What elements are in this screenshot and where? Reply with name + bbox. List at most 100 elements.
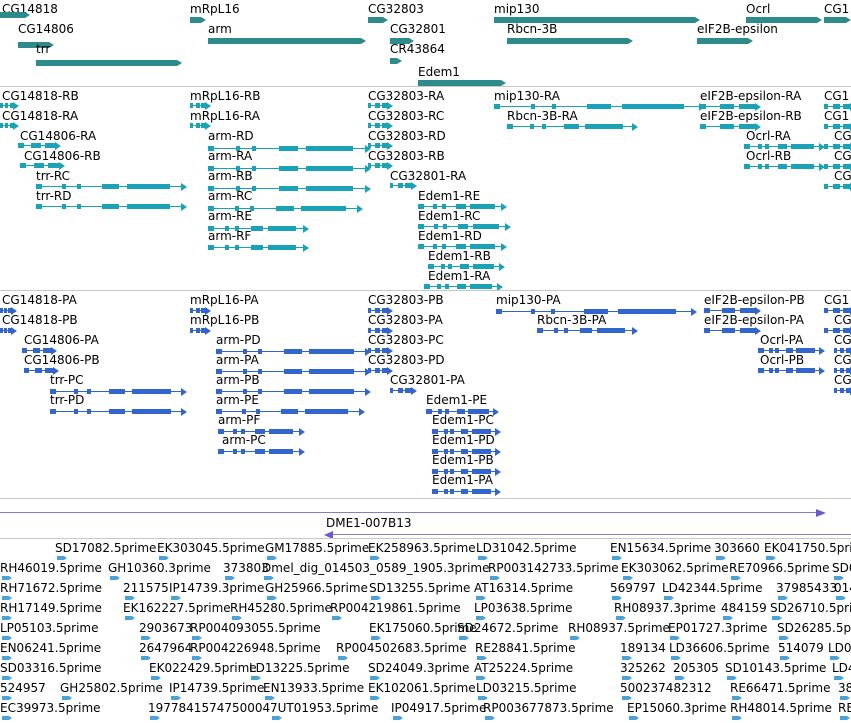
- est-feature[interactable]: [370, 556, 380, 560]
- est-label[interactable]: RH17149.5prime: [0, 601, 102, 615]
- est-feature[interactable]: [2, 616, 12, 620]
- est-feature[interactable]: [570, 636, 580, 640]
- transcript-exon[interactable]: [101, 184, 120, 189]
- protein-label[interactable]: mRpL16-PB: [190, 313, 260, 327]
- transcript-exon[interactable]: [719, 124, 734, 129]
- protein-exon[interactable]: [375, 328, 380, 333]
- est-feature[interactable]: [370, 676, 380, 680]
- est-label[interactable]: 303660: [714, 541, 760, 555]
- transcript-label[interactable]: CG14806-RB: [24, 149, 101, 163]
- protein-exon[interactable]: [243, 349, 247, 354]
- protein-label[interactable]: arm-PA: [216, 353, 259, 367]
- transcript-exon[interactable]: [470, 204, 496, 209]
- est-feature[interactable]: [675, 676, 685, 680]
- protein-exon[interactable]: [796, 348, 816, 353]
- est-label[interactable]: LD45: [832, 661, 851, 675]
- est-feature[interactable]: [393, 716, 403, 720]
- protein-label[interactable]: CG32803-PA: [368, 313, 443, 327]
- protein-label[interactable]: mip130-PA: [496, 293, 561, 307]
- protein-exon[interactable]: [438, 409, 443, 414]
- protein-exon[interactable]: [704, 308, 710, 313]
- est-feature[interactable]: [840, 716, 850, 720]
- protein-exon[interactable]: [445, 409, 450, 414]
- transcript-exon[interactable]: [301, 206, 346, 211]
- protein-exon[interactable]: [769, 368, 774, 373]
- transcript-exon[interactable]: [428, 264, 434, 269]
- protein-exon[interactable]: [554, 328, 559, 333]
- transcript-exon[interactable]: [469, 284, 493, 289]
- transcript-exon[interactable]: [279, 186, 299, 191]
- est-label[interactable]: SD26710.5prime: [770, 601, 851, 615]
- est-feature[interactable]: [251, 676, 261, 680]
- transcript-exon[interactable]: [275, 206, 294, 211]
- gene-feature[interactable]: [18, 42, 54, 48]
- est-feature[interactable]: [264, 576, 274, 580]
- protein-exon[interactable]: [190, 308, 193, 313]
- protein-label[interactable]: arm-PE: [216, 393, 259, 407]
- protein-exon[interactable]: [309, 389, 354, 394]
- transcript-exon[interactable]: [791, 144, 814, 149]
- transcript-exon[interactable]: [252, 186, 257, 191]
- transcript-exon[interactable]: [441, 244, 446, 249]
- est-feature[interactable]: [125, 616, 135, 620]
- transcript-exon[interactable]: [441, 204, 446, 209]
- protein-exon[interactable]: [86, 389, 91, 394]
- transcript-exon[interactable]: [433, 224, 438, 229]
- transcript-exon[interactable]: [390, 183, 394, 188]
- protein-exon[interactable]: [283, 349, 302, 354]
- protein-exon[interactable]: [839, 348, 845, 353]
- protein-exon[interactable]: [531, 309, 536, 314]
- protein-exon[interactable]: [584, 309, 608, 314]
- protein-exon[interactable]: [50, 409, 56, 414]
- protein-exon[interactable]: [443, 449, 448, 454]
- transcript-exon[interactable]: [20, 163, 26, 168]
- est-feature[interactable]: [371, 636, 381, 640]
- est-label[interactable]: 014: [834, 581, 851, 595]
- est-feature[interactable]: [834, 676, 844, 680]
- transcript-exon[interactable]: [444, 284, 449, 289]
- transcript-exon[interactable]: [225, 245, 230, 250]
- transcript-label[interactable]: CG14806-RA: [20, 129, 97, 143]
- est-label[interactable]: EN15634.5prime: [610, 541, 712, 555]
- transcript-label[interactable]: mRpL16-RB: [190, 89, 261, 103]
- protein-exon[interactable]: [375, 308, 380, 313]
- est-label[interactable]: GM17885.5prime: [265, 541, 370, 555]
- est-label[interactable]: 1977841574750004: [148, 701, 271, 715]
- protein-exon[interactable]: [382, 368, 388, 373]
- transcript-exon[interactable]: [457, 284, 467, 289]
- transcript-exon[interactable]: [472, 264, 495, 269]
- protein-exon[interactable]: [24, 368, 29, 373]
- protein-exon[interactable]: [382, 308, 388, 313]
- transcript-label[interactable]: CG32803-RB: [368, 149, 445, 163]
- transcript-exon[interactable]: [305, 146, 354, 151]
- transcript-exon[interactable]: [234, 245, 239, 250]
- est-label[interactable]: IP14739.3prime: [169, 581, 265, 595]
- transcript-exon[interactable]: [375, 123, 380, 128]
- est-label[interactable]: SD26285.5pr: [777, 621, 851, 635]
- est-feature[interactable]: [772, 616, 782, 620]
- transcript-exon[interactable]: [744, 164, 750, 169]
- est-label[interactable]: EN13933.5prime: [263, 681, 365, 695]
- transcript-label[interactable]: CG14818-RB: [2, 89, 79, 103]
- transcript-exon[interactable]: [833, 184, 841, 189]
- transcript-label[interactable]: Ocrl-RB: [746, 149, 792, 163]
- est-feature[interactable]: [192, 636, 202, 640]
- est-label[interactable]: RH46019.5prime: [0, 561, 102, 575]
- est-label[interactable]: 2647964: [139, 641, 193, 655]
- gene-feature[interactable]: [418, 80, 506, 86]
- gene-label[interactable]: Rbcn-3B: [507, 22, 558, 36]
- transcript-label[interactable]: CG32801-RA: [390, 169, 467, 183]
- est-feature[interactable]: [478, 556, 488, 560]
- gene-label[interactable]: Ocrl: [746, 2, 771, 16]
- transcript-exon[interactable]: [375, 103, 380, 108]
- transcript-exon[interactable]: [375, 143, 380, 148]
- transcript-exon[interactable]: [305, 186, 354, 191]
- est-feature[interactable]: [716, 556, 726, 560]
- est-label[interactable]: 373803: [223, 561, 269, 575]
- protein-exon[interactable]: [216, 349, 222, 354]
- protein-exon[interactable]: [460, 469, 469, 474]
- est-label[interactable]: 2903673: [139, 621, 193, 635]
- transcript-exon[interactable]: [368, 103, 371, 108]
- protein-label[interactable]: CG32803-PC: [368, 333, 444, 347]
- est-feature[interactable]: [159, 556, 169, 560]
